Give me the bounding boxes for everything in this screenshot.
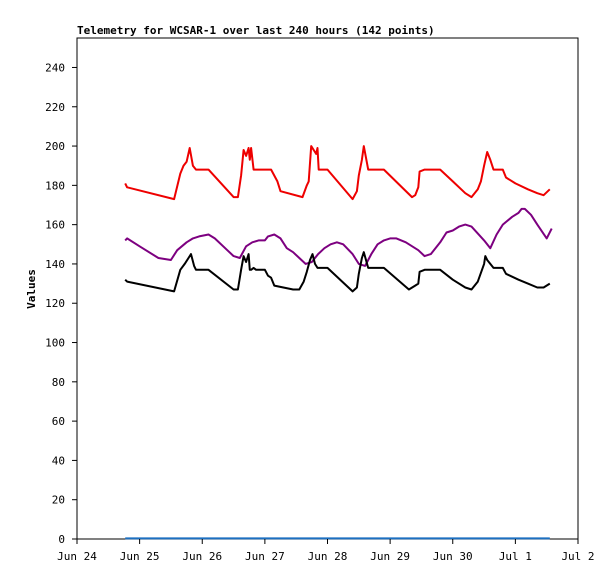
y-tick-label: 200 xyxy=(45,140,65,153)
y-tick-label: 20 xyxy=(52,494,65,507)
x-tick-label: Jun 30 xyxy=(433,550,473,563)
x-tick-label: Jun 27 xyxy=(245,550,285,563)
x-tick-label: Jul 1 xyxy=(499,550,532,563)
x-tick-label: Jul 2 xyxy=(561,550,594,563)
x-tick-label: Jun 29 xyxy=(370,550,410,563)
y-tick-label: 80 xyxy=(52,376,65,389)
y-tick-label: 100 xyxy=(45,337,65,350)
plot-frame xyxy=(76,37,579,540)
y-tick-label: 60 xyxy=(52,415,65,428)
series-line-1 xyxy=(124,145,551,201)
y-tick-label: 220 xyxy=(45,101,65,114)
x-axis: Jun 24 Jun 25 Jun 26 Jun 27 Jun 28 Jun 29 Jun … xyxy=(57,539,595,563)
chart-title: Telemetry for WCSAR-1 over last 240 hour… xyxy=(77,24,435,37)
y-axis-label: Values xyxy=(25,269,38,309)
y-tick-label: 120 xyxy=(45,297,65,310)
x-tick-label: Jun 28 xyxy=(308,550,348,563)
x-tick-label: Jun 24 xyxy=(57,550,97,563)
x-tick-label: Jun 26 xyxy=(182,550,222,563)
series-layer xyxy=(124,145,553,540)
x-tick-label: Jun 25 xyxy=(120,550,160,563)
y-tick-label: 0 xyxy=(58,533,65,546)
y-tick-label: 240 xyxy=(45,61,65,74)
y-tick-label: 140 xyxy=(45,258,65,271)
y-tick-label: 160 xyxy=(45,219,65,232)
series-line-2 xyxy=(124,207,553,267)
series-line-3 xyxy=(124,251,551,293)
y-axis: 0 20 40 60 80 100 120 140 160 180 200 220 240 xyxy=(45,61,77,546)
y-tick-label: 40 xyxy=(52,454,65,467)
y-tick-label: 180 xyxy=(45,179,65,192)
